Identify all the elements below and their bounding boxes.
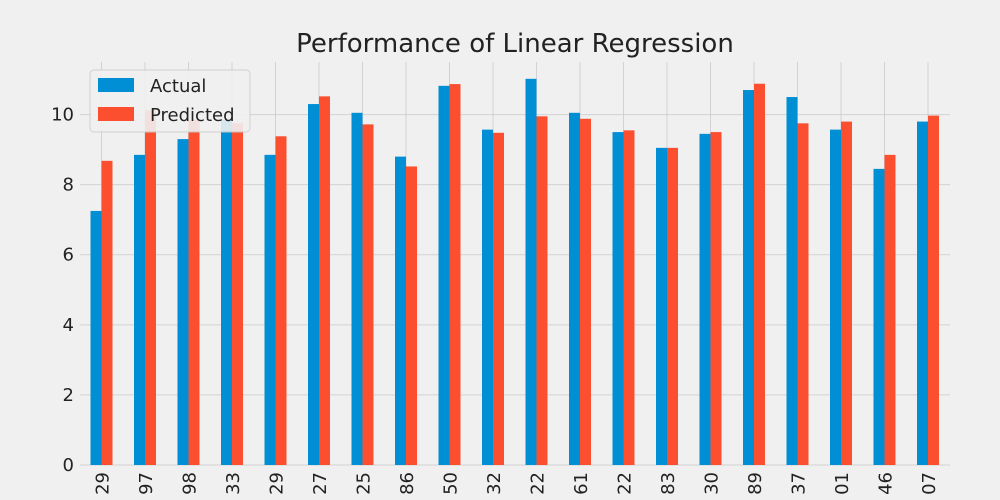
bar-actual: [786, 97, 798, 465]
bar-predicted: [667, 147, 678, 466]
legend-label-predicted: Predicted: [150, 105, 235, 126]
bar-predicted: [536, 116, 548, 466]
bar-actual: [134, 154, 145, 465]
bar-actual: [699, 133, 711, 466]
legend-swatch-predicted: [98, 107, 134, 121]
x-tick-label: 83: [658, 472, 679, 495]
x-tick-label: 01: [832, 472, 853, 495]
x-tick-label: 22: [615, 472, 636, 495]
x-tick-label: 25: [354, 472, 375, 495]
bar-predicted: [101, 160, 113, 465]
bar-actual: [569, 112, 580, 465]
bar-actual: [612, 132, 624, 465]
x-tick-label: 37: [789, 472, 810, 495]
bar-actual: [743, 90, 754, 465]
x-tick-label: 22: [528, 472, 549, 495]
legend-label-actual: Actual: [150, 76, 206, 97]
y-tick-label: 4: [63, 315, 74, 336]
bar-predicted: [362, 124, 374, 466]
y-axis-ticks: 0 2 4 6 8 10: [51, 105, 74, 476]
bar-predicted: [319, 96, 330, 466]
x-tick-label: 86: [397, 472, 418, 495]
x-axis-ticks: 29 97 98 33 29 27 25 86 50 32 22 61 22 83 30 89 37 01 46 07: [93, 472, 941, 495]
bar-actual: [525, 78, 537, 466]
bar-predicted: [797, 123, 809, 466]
y-tick-label: 0: [63, 455, 74, 476]
bar-predicted: [406, 166, 417, 465]
bar-actual: [308, 104, 319, 465]
bar-actual: [873, 168, 885, 465]
x-tick-label: 30: [702, 472, 723, 495]
bar-actual: [438, 85, 450, 466]
bar-predicted: [188, 119, 200, 465]
bar-predicted: [275, 136, 287, 465]
y-tick-label: 10: [51, 105, 74, 126]
bar-predicted: [623, 130, 635, 465]
x-tick-label: 29: [93, 472, 114, 495]
bar-predicted: [580, 118, 591, 465]
bar-predicted: [232, 123, 243, 466]
bars: [90, 78, 939, 466]
x-tick-label: 27: [310, 472, 331, 495]
bar-predicted: [884, 154, 896, 465]
chart-title: Performance of Linear Regression: [296, 29, 734, 59]
x-tick-label: 33: [223, 472, 244, 495]
y-tick-label: 2: [63, 385, 74, 406]
x-tick-label: 50: [441, 472, 462, 495]
x-tick-label: 29: [267, 472, 288, 495]
bar-predicted: [710, 132, 722, 465]
bar-actual: [830, 129, 841, 465]
x-tick-label: 97: [136, 472, 157, 495]
x-tick-label: 98: [180, 472, 201, 495]
bar-predicted: [449, 84, 461, 465]
bar-actual: [395, 156, 406, 466]
bar-predicted: [841, 121, 852, 465]
bar-actual: [221, 119, 232, 465]
x-tick-label: 61: [571, 472, 592, 495]
bar-actual: [351, 112, 363, 465]
x-tick-label: 07: [919, 472, 940, 495]
y-tick-label: 6: [63, 245, 74, 266]
y-tick-label: 8: [63, 175, 74, 196]
x-tick-label: 46: [876, 472, 897, 495]
bar-actual: [90, 210, 102, 465]
bar-actual: [656, 147, 667, 466]
x-tick-label: 89: [745, 472, 766, 495]
bar-predicted: [145, 110, 156, 466]
bar-actual: [264, 154, 276, 465]
legend: Actual Predicted: [89, 69, 251, 133]
bar-predicted: [754, 83, 765, 465]
x-tick-label: 32: [484, 472, 505, 495]
legend-swatch-actual: [98, 78, 134, 92]
bar-actual: [482, 129, 493, 465]
bar-actual: [177, 139, 189, 466]
bar-actual: [917, 121, 928, 465]
bar-predicted: [493, 132, 504, 465]
bar-predicted: [928, 115, 939, 466]
